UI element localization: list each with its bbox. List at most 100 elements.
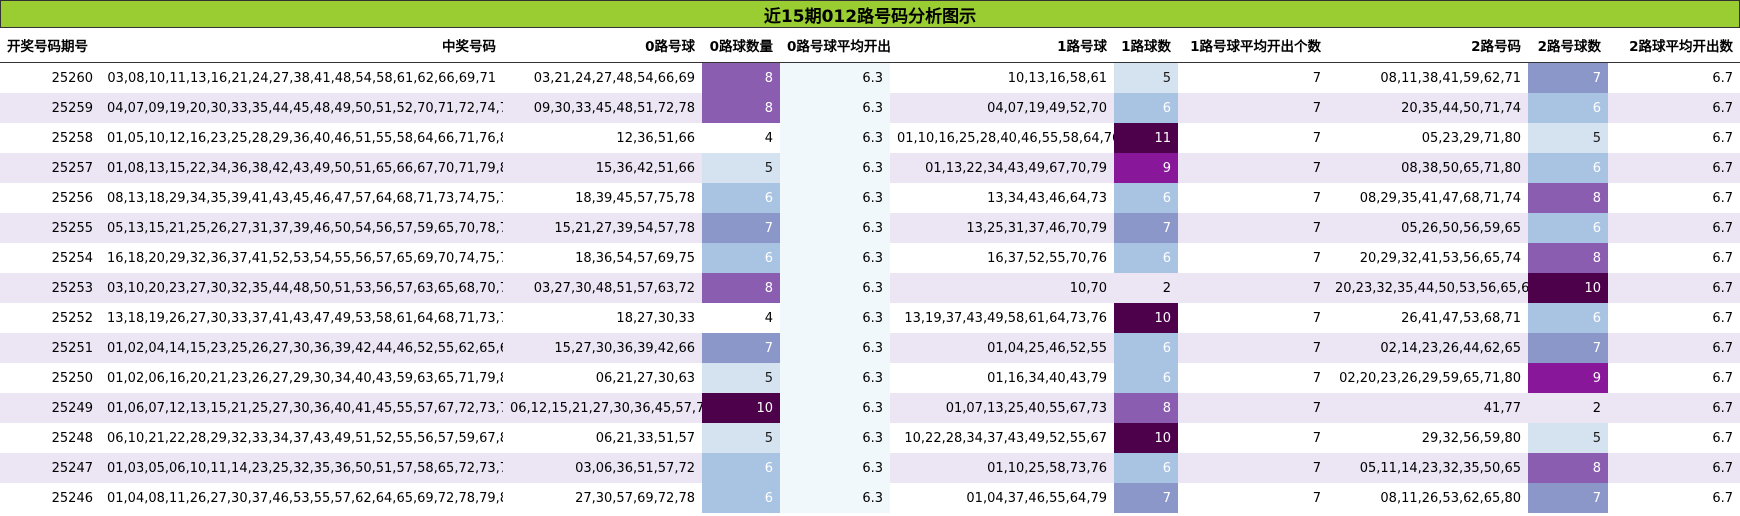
route2-count-cell[interactable]: 8 xyxy=(1528,183,1608,213)
route1-balls-cell[interactable]: 10,22,28,34,37,43,49,52,55,67 xyxy=(904,430,1107,446)
period-cell[interactable]: 25257 xyxy=(51,160,93,176)
route1-count-cell[interactable]: 7 xyxy=(1114,483,1178,513)
route2-count-cell[interactable]: 2 xyxy=(1592,400,1601,416)
route0-balls-cell[interactable]: 15,36,42,51,66 xyxy=(595,160,695,176)
route2-count-cell[interactable]: 10 xyxy=(1528,273,1608,303)
route2-count-cell[interactable]: 5 xyxy=(1528,123,1608,153)
route2-avg-cell[interactable]: 6.7 xyxy=(1608,123,1740,153)
route2-count-cell[interactable]: 6 xyxy=(1528,303,1608,333)
route2-avg-cell[interactable]: 6.7 xyxy=(1608,243,1740,273)
route0-count-cell[interactable]: 5 xyxy=(702,423,780,453)
route0-balls-cell[interactable]: 18,36,54,57,69,75 xyxy=(575,250,695,266)
period-cell[interactable]: 25255 xyxy=(51,220,93,236)
route1-balls-cell[interactable]: 01,10,16,25,28,40,46,55,58,64,76 xyxy=(897,130,1114,146)
route1-count-cell[interactable]: 6 xyxy=(1114,363,1178,393)
header-route1-avg[interactable]: 1路号球平均开出个数 xyxy=(1178,28,1328,63)
route0-count-cell[interactable]: 4 xyxy=(764,130,773,146)
route1-avg-cell[interactable]: 7 xyxy=(1178,333,1328,363)
route1-avg-cell[interactable]: 7 xyxy=(1178,303,1328,333)
route1-count-cell[interactable]: 5 xyxy=(1114,62,1178,93)
route1-avg-cell[interactable]: 7 xyxy=(1178,153,1328,183)
route1-balls-cell[interactable]: 04,07,19,49,52,70 xyxy=(987,100,1107,116)
numbers-cell[interactable]: 01,02,06,16,20,21,23,26,27,29,30,34,40,4… xyxy=(107,370,503,386)
route1-balls-cell[interactable]: 01,16,34,40,43,79 xyxy=(987,370,1107,386)
route0-avg-cell[interactable]: 6.3 xyxy=(780,393,890,423)
route1-balls-cell[interactable]: 13,19,37,43,49,58,61,64,73,76 xyxy=(904,310,1107,326)
numbers-cell[interactable]: 03,08,10,11,13,16,21,24,27,38,41,48,54,5… xyxy=(107,70,496,86)
route0-avg-cell[interactable]: 6.3 xyxy=(780,62,890,93)
header-route2-count[interactable]: 2路号球数 xyxy=(1528,28,1608,63)
route0-count-cell[interactable]: 7 xyxy=(702,333,780,363)
route2-avg-cell[interactable]: 6.7 xyxy=(1608,213,1740,243)
route1-balls-cell[interactable]: 01,13,22,34,43,49,67,70,79 xyxy=(925,160,1107,176)
route1-avg-cell[interactable]: 7 xyxy=(1178,243,1328,273)
route2-balls-cell[interactable]: 02,14,23,26,44,62,65 xyxy=(1380,340,1521,356)
numbers-cell[interactable]: 03,10,20,23,27,30,32,35,44,48,50,51,53,5… xyxy=(107,280,503,296)
route2-balls-cell[interactable]: 08,29,35,41,47,68,71,74 xyxy=(1359,190,1521,206)
numbers-cell[interactable]: 16,18,20,29,32,36,37,41,52,53,54,55,56,5… xyxy=(107,250,503,266)
route2-count-cell[interactable]: 7 xyxy=(1528,333,1608,363)
route0-balls-cell[interactable]: 15,21,27,39,54,57,78 xyxy=(554,220,695,236)
numbers-cell[interactable]: 01,05,10,12,16,23,25,28,29,36,40,46,51,5… xyxy=(107,130,503,146)
route2-avg-cell[interactable]: 6.7 xyxy=(1608,333,1740,363)
route1-count-cell[interactable]: 10 xyxy=(1114,423,1178,453)
numbers-cell[interactable]: 01,03,05,06,10,11,14,23,25,32,35,36,50,5… xyxy=(107,460,503,476)
header-route0-balls[interactable]: 0路号球 xyxy=(503,28,702,63)
route2-avg-cell[interactable]: 6.7 xyxy=(1608,62,1740,93)
route0-balls-cell[interactable]: 27,30,57,69,72,78 xyxy=(575,490,695,506)
route0-count-cell[interactable]: 6 xyxy=(702,453,780,483)
route2-count-cell[interactable]: 9 xyxy=(1528,363,1608,393)
route2-balls-cell[interactable]: 26,41,47,53,68,71 xyxy=(1401,310,1521,326)
route2-balls-cell[interactable]: 20,23,32,35,44,50,53,56,65,68 xyxy=(1335,280,1528,296)
route0-balls-cell[interactable]: 03,21,24,27,48,54,66,69 xyxy=(533,70,695,86)
route2-count-cell[interactable]: 6 xyxy=(1528,213,1608,243)
route2-count-cell[interactable]: 7 xyxy=(1528,62,1608,93)
route0-avg-cell[interactable]: 6.3 xyxy=(780,333,890,363)
route0-avg-cell[interactable]: 6.3 xyxy=(780,423,890,453)
route2-avg-cell[interactable]: 6.7 xyxy=(1608,423,1740,453)
route1-balls-cell[interactable]: 16,37,52,55,70,76 xyxy=(987,250,1107,266)
route1-avg-cell[interactable]: 7 xyxy=(1178,483,1328,513)
route0-balls-cell[interactable]: 06,21,27,30,63 xyxy=(595,370,695,386)
header-route1-count[interactable]: 1路球数 xyxy=(1114,28,1178,63)
route1-avg-cell[interactable]: 7 xyxy=(1178,123,1328,153)
route0-balls-cell[interactable]: 03,27,30,48,51,57,63,72 xyxy=(533,280,695,296)
route2-balls-cell[interactable]: 05,23,29,71,80 xyxy=(1421,130,1521,146)
header-period[interactable]: 开奖号码期号 xyxy=(0,28,100,63)
route1-count-cell[interactable]: 6 xyxy=(1114,333,1178,363)
route2-balls-cell[interactable]: 41,77 xyxy=(1483,400,1521,416)
header-route1-balls[interactable]: 1路号球 xyxy=(890,28,1114,63)
header-route2-balls[interactable]: 2路号码 xyxy=(1328,28,1528,63)
period-cell[interactable]: 25250 xyxy=(51,370,93,386)
route2-balls-cell[interactable]: 02,20,23,26,29,59,65,71,80 xyxy=(1339,370,1521,386)
route1-balls-cell[interactable]: 13,34,43,46,64,73 xyxy=(987,190,1107,206)
route1-count-cell[interactable]: 2 xyxy=(1162,280,1171,296)
period-cell[interactable]: 25258 xyxy=(51,130,93,146)
route2-avg-cell[interactable]: 6.7 xyxy=(1608,183,1740,213)
route0-balls-cell[interactable]: 09,30,33,45,48,51,72,78 xyxy=(533,100,695,116)
route1-count-cell[interactable]: 6 xyxy=(1114,453,1178,483)
route0-avg-cell[interactable]: 6.3 xyxy=(780,273,890,303)
route1-balls-cell[interactable]: 01,04,25,46,52,55 xyxy=(987,340,1107,356)
route0-count-cell[interactable]: 8 xyxy=(702,273,780,303)
route0-balls-cell[interactable]: 15,27,30,36,39,42,66 xyxy=(554,340,695,356)
route0-avg-cell[interactable]: 6.3 xyxy=(780,453,890,483)
route0-count-cell[interactable]: 6 xyxy=(702,243,780,273)
route2-avg-cell[interactable]: 6.7 xyxy=(1608,483,1740,513)
period-cell[interactable]: 25246 xyxy=(51,490,93,506)
numbers-cell[interactable]: 13,18,19,26,27,30,33,37,41,43,47,49,53,5… xyxy=(107,310,503,326)
period-cell[interactable]: 25251 xyxy=(51,340,93,356)
route1-avg-cell[interactable]: 7 xyxy=(1178,93,1328,123)
route1-avg-cell[interactable]: 7 xyxy=(1178,213,1328,243)
route2-balls-cell[interactable]: 29,32,56,59,80 xyxy=(1421,430,1521,446)
period-cell[interactable]: 25252 xyxy=(51,310,93,326)
route1-count-cell[interactable]: 8 xyxy=(1114,393,1178,423)
route2-balls-cell[interactable]: 20,35,44,50,71,74 xyxy=(1401,100,1521,116)
route0-avg-cell[interactable]: 6.3 xyxy=(780,243,890,273)
route0-avg-cell[interactable]: 6.3 xyxy=(780,483,890,513)
route0-avg-cell[interactable]: 6.3 xyxy=(780,213,890,243)
route1-balls-cell[interactable]: 01,07,13,25,40,55,67,73 xyxy=(945,400,1107,416)
header-route0-count[interactable]: 0路球数量 xyxy=(702,28,780,63)
route2-count-cell[interactable]: 5 xyxy=(1528,423,1608,453)
numbers-cell[interactable]: 05,13,15,21,25,26,27,31,37,39,46,50,54,5… xyxy=(107,220,503,236)
